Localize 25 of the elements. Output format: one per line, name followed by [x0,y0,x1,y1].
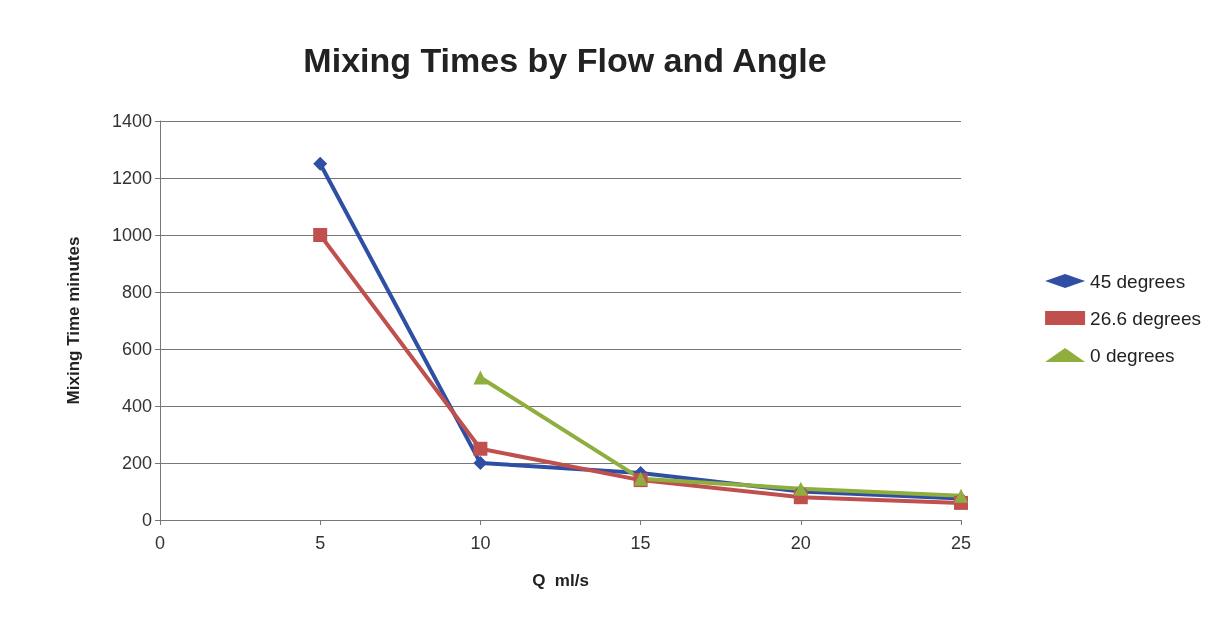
y-tick-label: 600 [121,339,152,359]
point [313,156,328,171]
x-tick-label: 10 [470,533,491,553]
chart-title: Mixing Times by Flow and Angle [303,41,827,79]
y-tick-label: 1400 [111,111,152,131]
y-tick-label: 1200 [111,168,152,188]
point [473,456,488,470]
y-axis-title: Mixing Time minutes [64,236,83,405]
y-tick-label: 200 [121,453,152,473]
y-tick-label: 1000 [111,225,152,245]
legend-label: 26.6 degrees [1090,307,1201,329]
x-tick-label: 25 [950,533,972,553]
legend-label: 45 degrees [1090,270,1186,292]
x-tick-label: 0 [154,533,166,553]
point [313,228,328,242]
x-tick-label: 5 [315,533,326,553]
x-axis-title: Q ml/s [532,571,589,590]
point [473,370,488,385]
y-tick-label: 0 [141,510,152,530]
y-tick-label: 400 [121,396,152,416]
legend-label: 0 degrees [1090,344,1175,366]
point [473,441,488,456]
y-tick-label: 800 [121,282,152,302]
x-tick-label: 15 [630,533,651,553]
x-tick-label: 20 [790,533,811,553]
